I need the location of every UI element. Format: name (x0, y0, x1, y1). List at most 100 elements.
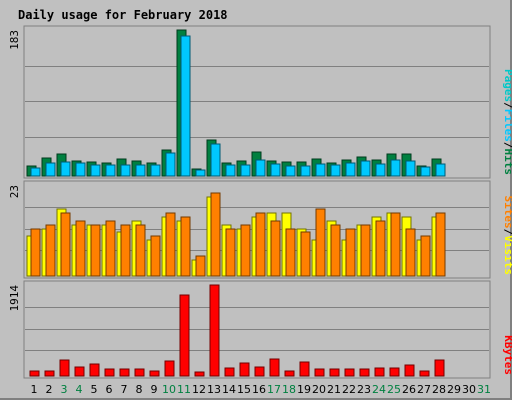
bar-sites (105, 220, 116, 277)
panel-max-label: 183 (8, 30, 21, 50)
bar-kbytes (299, 361, 310, 377)
panel-kbytes: 1914 KBytes (8, 280, 512, 379)
bar-files (30, 167, 41, 177)
bar-sites (120, 224, 131, 277)
bar-sites (135, 224, 146, 277)
bar-files (135, 164, 146, 177)
chart-panels: 183Pages/Files/Hits23Sites/Visits1914KBy… (8, 25, 512, 379)
x-tick-label: 26 (402, 383, 416, 396)
panel-legend: Sites/Visits (502, 196, 512, 276)
x-tick-label: 19 (297, 383, 311, 396)
legend-pages: Pages (502, 69, 512, 102)
bar-sites (390, 212, 401, 277)
bar-files (375, 163, 386, 177)
bar-kbytes (29, 370, 40, 377)
bar-kbytes (44, 370, 55, 377)
x-tick-label: 23 (357, 383, 371, 396)
bar-sites (240, 224, 251, 277)
bar-kbytes (404, 364, 415, 377)
x-tick-label: 11 (177, 383, 191, 396)
x-tick-label: 14 (222, 383, 236, 396)
bar-files (60, 161, 71, 177)
x-tick-label: 6 (106, 383, 113, 396)
bar-sites (435, 212, 446, 277)
bar-sites (330, 224, 341, 277)
bar-kbytes (254, 366, 265, 377)
x-tick-label: 18 (282, 383, 296, 396)
bar-files (420, 166, 431, 177)
bar-kbytes (74, 366, 85, 377)
bar-kbytes (239, 362, 250, 377)
x-tick-label: 17 (267, 383, 281, 396)
bar-files (120, 164, 131, 177)
bar-files (210, 143, 221, 177)
panel-max-label: 1914 (8, 285, 21, 312)
bar-sites (420, 235, 431, 277)
x-axis-day-labels: 1 2 3 4 5 6 7 8 9 10 11 12 13 14 15 16 17 18 19 20 21 22 23 24 2… (31, 383, 492, 396)
bar-kbytes (419, 370, 430, 377)
bar-kbytes (194, 371, 205, 377)
bar-sites (360, 224, 371, 277)
bar-kbytes (374, 367, 385, 377)
bar-kbytes (59, 359, 70, 377)
bar-files (105, 164, 116, 177)
bar-files (270, 163, 281, 177)
x-tick-label: 31 (477, 383, 491, 396)
x-tick-label: 4 (76, 383, 83, 396)
x-tick-label: 21 (327, 383, 341, 396)
bar-sites (315, 208, 326, 277)
bar-sites (75, 220, 86, 277)
bar-kbytes (284, 370, 295, 377)
legend-visits: Visits (502, 235, 512, 275)
bar-sites (180, 216, 191, 277)
bar-kbytes (164, 360, 175, 377)
bar-kbytes (329, 368, 340, 377)
bar-files (180, 35, 191, 177)
panel-max-label: 23 (8, 185, 21, 198)
x-tick-label: 15 (237, 383, 251, 396)
legend-separator: / (502, 102, 512, 109)
bar-kbytes (314, 368, 325, 377)
panel-visits: 23 Sites/Visits (8, 180, 512, 279)
bar-sites (225, 228, 236, 277)
legend-kbytes: KBytes (502, 335, 512, 375)
bar-sites (270, 220, 281, 277)
x-tick-label: 1 (31, 383, 38, 396)
x-tick-label: 7 (121, 383, 128, 396)
bar-files (75, 162, 86, 177)
bar-files (345, 162, 356, 177)
bar-sites (150, 235, 161, 277)
x-tick-label: 2 (46, 383, 53, 396)
x-tick-label: 24 (372, 383, 386, 396)
x-tick-label: 13 (207, 383, 221, 396)
bar-kbytes (359, 368, 370, 377)
x-tick-label: 8 (136, 383, 143, 396)
bar-sites (375, 220, 386, 277)
bar-sites (210, 192, 221, 277)
bar-kbytes (224, 367, 235, 377)
bar-sites (300, 231, 311, 277)
bar-sites (345, 228, 356, 277)
bar-sites (90, 224, 101, 277)
bar-files (435, 163, 446, 177)
bar-files (45, 162, 56, 177)
bar-sites (285, 228, 296, 277)
chart-title: Daily usage for February 2018 (18, 8, 228, 22)
bar-files (90, 164, 101, 177)
bar-files (405, 160, 416, 177)
x-tick-label: 30 (462, 383, 476, 396)
bar-kbytes (134, 368, 145, 377)
bar-sites (165, 212, 176, 277)
x-tick-label: 12 (192, 383, 206, 396)
bar-files (165, 152, 176, 177)
bar-files (390, 159, 401, 177)
x-tick-label: 20 (312, 383, 326, 396)
bar-kbytes (149, 370, 160, 377)
x-tick-label: 5 (91, 383, 98, 396)
x-tick-label: 9 (151, 383, 158, 396)
legend-separator: / (502, 229, 512, 236)
bar-files (300, 165, 311, 177)
bar-files (360, 160, 371, 177)
bar-sites (30, 228, 41, 277)
